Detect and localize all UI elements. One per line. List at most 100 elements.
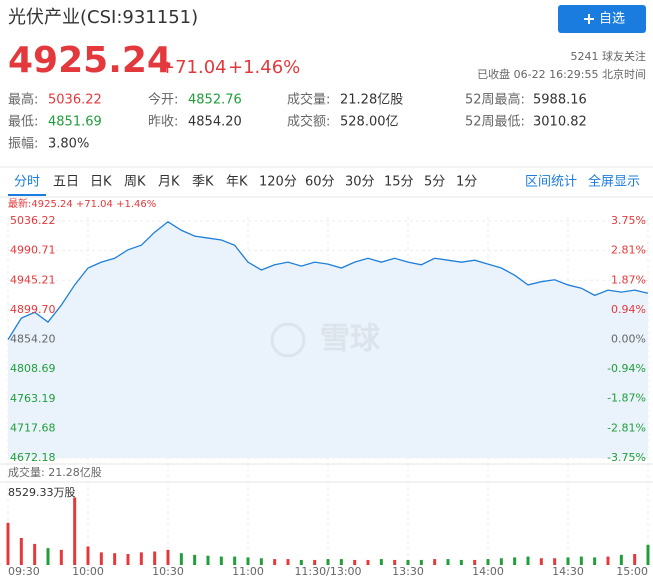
volume-bar <box>259 558 263 565</box>
volume-bar <box>19 537 23 565</box>
stat-value: 5988.16 <box>533 93 587 108</box>
volume-bar <box>566 557 570 565</box>
volume-bar <box>273 559 277 565</box>
volume-bar <box>299 559 303 565</box>
volume-bar <box>113 553 117 565</box>
volume-bar <box>633 554 637 565</box>
y2-tick-label: 1.87% <box>611 273 646 286</box>
volume-bar <box>166 549 170 565</box>
x-tick-label: 10:30 <box>152 565 184 578</box>
button-label[interactable]: 自选 <box>599 12 625 27</box>
y2-tick-label: -0.94% <box>607 362 646 375</box>
stat-label: 成交额: <box>287 114 330 130</box>
tab[interactable]: 五日 <box>53 175 79 190</box>
volume-bar <box>233 556 237 565</box>
volume-bar <box>366 559 370 565</box>
volume-bar <box>86 546 90 565</box>
volume-bar <box>153 551 157 565</box>
volume-bar <box>139 552 143 565</box>
volume-bar <box>326 559 330 565</box>
y-tick-label: 4854.20 <box>10 333 56 346</box>
stat-label: 52周最低: <box>465 115 525 130</box>
volume-bar <box>486 559 490 565</box>
tab[interactable]: 年K <box>226 175 248 190</box>
volume-bar <box>393 559 397 565</box>
stat-value: 4851.69 <box>48 115 102 130</box>
followers: 5241 球友关注 <box>571 49 647 63</box>
y-tick-label: 5036.22 <box>10 214 56 227</box>
volume-bar <box>286 559 290 565</box>
stat-value: 3010.82 <box>533 115 587 130</box>
x-tick-label: 15:00 <box>616 565 648 578</box>
volume-bar <box>646 544 650 565</box>
stat-value: 528.00亿 <box>340 115 399 130</box>
tab[interactable]: 日K <box>90 175 112 190</box>
y-tick-label: 4899.70 <box>10 303 56 316</box>
volume-bar <box>446 559 450 565</box>
tab[interactable]: 30分 <box>345 175 375 190</box>
x-tick-label: 13:30 <box>392 565 424 578</box>
volume-bar <box>313 559 317 565</box>
x-tick-label: 14:00 <box>472 565 504 578</box>
tab[interactable]: 季K <box>192 175 214 190</box>
tab[interactable]: 60分 <box>305 175 335 190</box>
volume-bar <box>619 554 623 565</box>
tab[interactable]: 15分 <box>384 175 414 190</box>
y2-tick-label: 0.94% <box>611 303 646 316</box>
volume-bar <box>33 543 37 565</box>
follow-button[interactable] <box>558 5 646 33</box>
area <box>8 221 648 458</box>
x-tick-label: 10:00 <box>72 565 104 578</box>
volume-bar <box>526 556 530 565</box>
tab-action[interactable]: 区间统计 <box>525 175 577 190</box>
tab[interactable]: 周K <box>124 175 146 190</box>
volume-bar <box>473 559 477 565</box>
stat-label: 今开: <box>148 92 178 108</box>
stat-value: 3.80% <box>48 137 89 152</box>
volume-bar <box>553 558 557 565</box>
volume-bar <box>459 559 463 565</box>
x-tick-label: 11:00 <box>232 565 264 578</box>
stat-value: 4854.20 <box>188 115 242 130</box>
y-tick-label: 4763.19 <box>10 392 56 405</box>
tab[interactable]: 1分 <box>456 175 477 190</box>
tab[interactable]: 月K <box>158 175 180 190</box>
volume-bar <box>126 554 130 565</box>
y2-tick-label: 2.81% <box>611 244 646 257</box>
volume-bar <box>433 559 437 565</box>
volume-bar <box>606 556 610 565</box>
volume-bar <box>539 558 543 565</box>
stat-label: 振幅: <box>8 137 38 152</box>
status: 已收盘 06-22 16:29:55 北京时间 <box>477 67 646 81</box>
stat-value: 21.28亿股 <box>340 93 403 108</box>
volume-label: 成交量: 21.28亿股 <box>8 465 102 479</box>
volume-bar <box>339 559 343 565</box>
y-tick-label: 4672.18 <box>10 451 56 464</box>
tab[interactable]: 分时 <box>14 175 40 190</box>
volume-bar <box>579 556 583 565</box>
price: 4925.24 <box>8 40 172 81</box>
watermark-logo <box>270 322 306 358</box>
x-tick-label: 09:30 <box>8 565 40 578</box>
volume-bar <box>219 556 223 565</box>
volume-bar <box>379 559 383 565</box>
tab[interactable]: 5分 <box>424 175 445 190</box>
y2-tick-label: 0.00% <box>611 333 646 346</box>
volume-bar <box>73 497 77 565</box>
watermark: 雪球 <box>320 322 381 357</box>
legend: 最新:4925.24 +71.04 +1.46% <box>8 197 156 210</box>
volume-bar <box>353 559 357 565</box>
y2-tick-label: -1.87% <box>607 392 646 405</box>
y2-tick-label: -2.81% <box>607 421 646 434</box>
volume-bar <box>6 522 10 565</box>
volume-bar <box>193 554 197 565</box>
volume-bar <box>419 559 423 565</box>
tab-action[interactable]: 全屏显示 <box>588 174 640 190</box>
volume-bar <box>246 557 250 565</box>
stat-label: 成交量: <box>287 92 330 108</box>
tab[interactable]: 120分 <box>259 175 297 190</box>
y-tick-label: 4808.69 <box>10 362 56 375</box>
stat-value: 4852.76 <box>188 93 242 108</box>
stat-label: 最高: <box>8 92 38 108</box>
